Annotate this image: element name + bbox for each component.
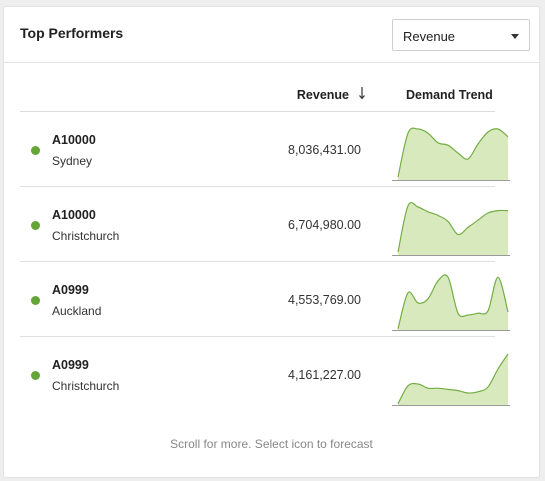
metric-select-value: Revenue (403, 29, 456, 44)
sparkline-line (397, 274, 509, 329)
row-city: Sydney (52, 154, 93, 168)
row-id: A10000 (52, 208, 96, 222)
card-title: Top Performers (20, 25, 124, 41)
sparkline-line (397, 127, 509, 178)
footer-note: Scroll for more. Select icon to forecast (170, 437, 373, 451)
status-dot (31, 146, 40, 155)
table-row[interactable]: A10000 Sydney 8,036,431.00 (20, 112, 510, 187)
demand-trend-sparkline[interactable] (392, 118, 510, 182)
status-dot (31, 371, 40, 380)
demand-trend-sparkline[interactable] (392, 193, 510, 257)
row-revenue: 6,704,980.00 (288, 218, 361, 232)
status-dot (31, 221, 40, 230)
row-id: A0999 (52, 283, 89, 297)
row-divider (20, 336, 495, 337)
table-header-line (20, 111, 495, 112)
top-performers-card: Top Performers Revenue Revenue Demand Tr… (3, 6, 540, 478)
sparkline-line (397, 353, 509, 405)
sparkline-area (398, 128, 508, 180)
demand-trend-sparkline[interactable] (392, 268, 510, 332)
row-divider (20, 261, 495, 262)
row-city: Auckland (52, 304, 102, 318)
sparkline-line (397, 202, 509, 253)
table-row[interactable]: A0999 Auckland 4,553,769.00 (20, 262, 510, 337)
row-id: A10000 (52, 133, 96, 147)
row-id: A0999 (52, 358, 89, 372)
demand-trend-column-header: Demand Trend (406, 88, 493, 102)
sparkline-area (398, 274, 508, 330)
revenue-column-header[interactable]: Revenue (296, 88, 349, 102)
demand-trend-sparkline[interactable] (392, 343, 510, 407)
row-revenue: 8,036,431.00 (288, 143, 361, 157)
row-city: Christchurch (52, 379, 120, 393)
row-revenue: 4,161,227.00 (288, 368, 361, 382)
row-divider (20, 186, 495, 187)
header-divider (4, 62, 539, 63)
sparkline-area (398, 202, 508, 255)
chevron-down-icon (511, 34, 519, 39)
status-dot (31, 296, 40, 305)
metric-select[interactable]: Revenue (392, 19, 530, 51)
table-row[interactable]: A0999 Christchurch 4,161,227.00 (20, 337, 510, 412)
row-city: Christchurch (52, 229, 120, 243)
table-row[interactable]: A10000 Christchurch 6,704,980.00 (20, 187, 510, 262)
sparkline-area (398, 354, 508, 405)
row-revenue: 4,553,769.00 (288, 293, 361, 307)
arrow-down-icon[interactable] (358, 86, 366, 100)
